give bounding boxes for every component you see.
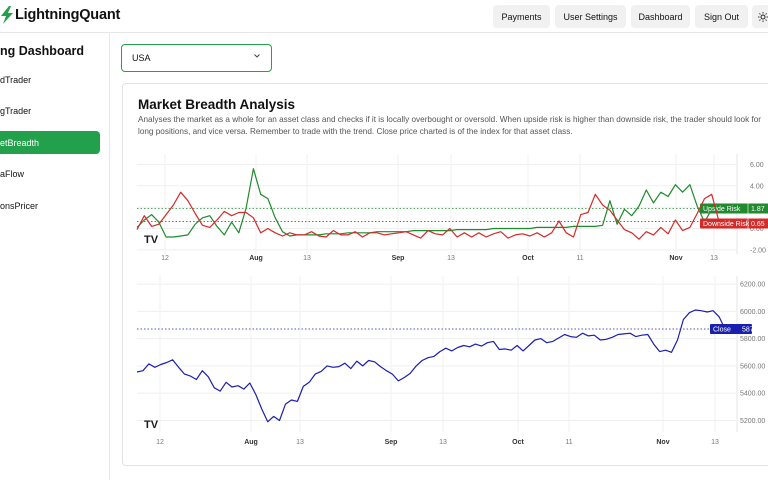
x-tick-label: 13 [303, 255, 311, 262]
x-tick-label: 11 [565, 439, 572, 446]
tradingview-watermark-icon: TV [144, 419, 159, 431]
sidebar-item-options-pricer[interactable]: onsPricer [0, 200, 39, 211]
chevron-down-icon [253, 52, 261, 62]
country-select[interactable]: USA [121, 44, 272, 72]
x-tick-label: Aug [249, 255, 263, 262]
panel-description: Analyses the market as a whole for an as… [138, 115, 762, 136]
x-tick-label: 13 [711, 439, 719, 446]
user-settings-button[interactable]: User Settings [555, 5, 626, 28]
y-tick-label: 5800.00 [740, 336, 765, 343]
sidebar-item-dtrader[interactable]: dTrader [0, 74, 32, 85]
app-name: LightningQuant [15, 7, 121, 23]
x-tick-label: Aug [244, 439, 258, 446]
y-tick-label: 5600.00 [740, 363, 765, 370]
x-tick-label: 11 [576, 255, 583, 262]
value-tag-value: 5870.62 [742, 327, 767, 334]
y-tick-label: -2.00 [750, 247, 766, 254]
sun-icon [758, 11, 768, 22]
y-tick-label: 5200.00 [740, 418, 765, 425]
value-tag-bg [700, 203, 768, 214]
panel-title: Market Breadth Analysis [138, 97, 296, 112]
x-tick-label: 13 [447, 255, 455, 262]
sidebar-title: ng Dashboard [0, 44, 85, 58]
dashboard-button[interactable]: Dashboard [631, 5, 690, 28]
series-line-downside-risk[interactable] [136, 191, 720, 240]
value-tag-bg [700, 218, 768, 229]
value-tag-downside-risk: Downside Risk 0.65 [700, 218, 768, 229]
value-tag-value: 1.87 [751, 206, 765, 213]
y-tick-label: 6000.00 [740, 309, 765, 316]
top-bar: LightningQuant Payments User Settings Da… [0, 0, 768, 33]
x-tick-label: Sep [385, 439, 398, 446]
y-tick-label: 6200.00 [740, 282, 765, 289]
value-tag-value: 0.65 [751, 221, 765, 228]
value-tag-series-name: Downside Risk [703, 221, 750, 228]
value-tag-series-name: Close [713, 327, 731, 334]
x-tick-label: 13 [439, 439, 447, 446]
sidebar: ng Dashboard dTrader gTrader etBreadth a… [0, 33, 110, 480]
risk-chart[interactable]: 6.004.002.000.00-2.0012Aug13Sep13Oct11No… [136, 154, 768, 262]
x-tick-label: 13 [710, 255, 718, 262]
y-tick-label: 5400.00 [740, 391, 765, 398]
x-tick-label: 13 [296, 439, 304, 446]
market-breadth-panel [122, 83, 768, 466]
x-tick-label: 12 [156, 439, 164, 446]
lightning-bolt-icon [1, 6, 13, 24]
series-line-close[interactable] [136, 309, 726, 423]
value-tag-close: Close 5870.62 [710, 324, 767, 335]
sidebar-item-gtrader[interactable]: gTrader [0, 105, 32, 116]
value-tag-upside-risk: Upside Risk 1.87 [700, 203, 768, 214]
y-tick-label: 0.00 [750, 226, 764, 233]
x-tick-label: 12 [161, 255, 169, 262]
value-tag-bg [710, 324, 752, 335]
sidebar-item-aflow[interactable]: aFlow [0, 168, 25, 179]
app-logo[interactable]: LightningQuant [0, 6, 120, 24]
x-tick-label: Nov [669, 255, 682, 262]
tradingview-watermark-icon: TV [144, 234, 159, 246]
x-tick-label: Sep [392, 255, 405, 262]
x-tick-label: Nov [656, 439, 669, 446]
y-tick-label: 6.00 [750, 162, 764, 169]
country-select-value: USA [132, 53, 151, 63]
sidebar-item-market-breadth[interactable]: etBreadth [0, 131, 100, 154]
value-tag-series-name: Upside Risk [703, 206, 741, 213]
x-tick-label: Oct [512, 439, 524, 446]
payments-button[interactable]: Payments [493, 5, 550, 28]
sign-out-button[interactable]: Sign Out [695, 5, 748, 28]
close-price-chart[interactable]: 6200.00 6000.00 5800.00 5600.00 5400.00 5200.… [136, 276, 767, 446]
theme-toggle-button[interactable] [752, 5, 768, 28]
series-line-upside-risk[interactable] [136, 168, 720, 238]
x-tick-label: Oct [522, 255, 534, 262]
y-tick-label: 4.00 [750, 183, 764, 190]
